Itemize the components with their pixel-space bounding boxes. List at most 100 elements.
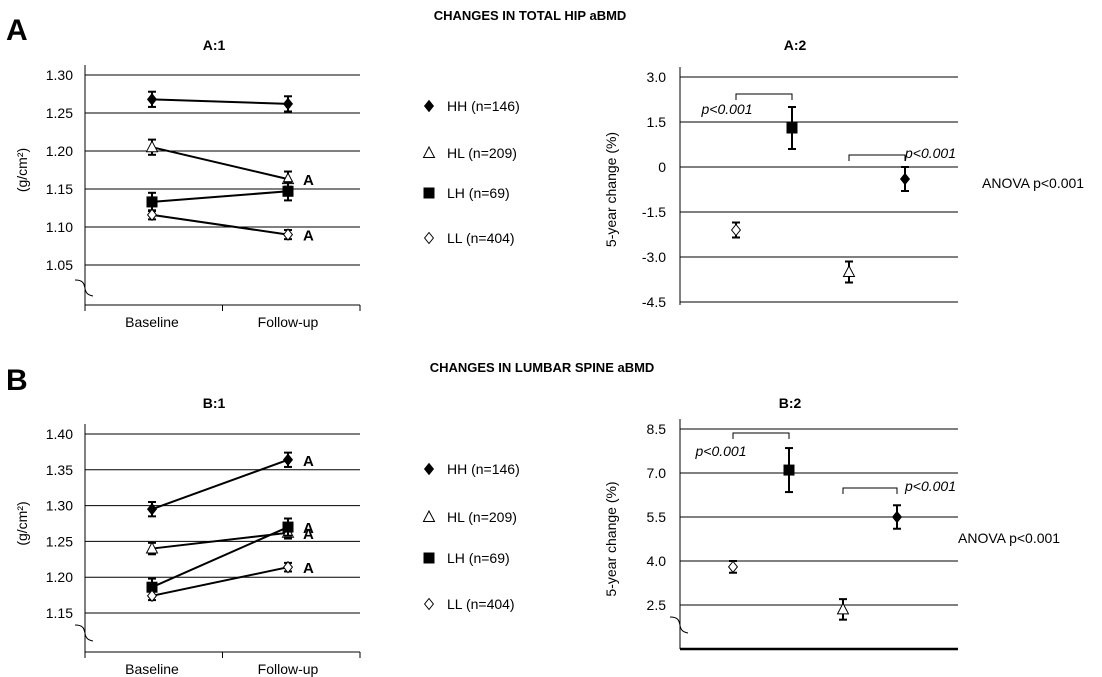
legend-marker xyxy=(423,552,435,564)
y-tick-label: 5.5 xyxy=(647,509,667,525)
series-line xyxy=(151,213,289,236)
data-point xyxy=(727,560,739,574)
data-point xyxy=(282,453,294,467)
legend-marker xyxy=(423,462,435,476)
data-point xyxy=(146,208,158,222)
data-point xyxy=(146,196,158,208)
legend-b: HH (n=146) HL (n=209) LH (n=69) LL (n=404) xyxy=(422,461,520,612)
chart-title-a2: A:2 xyxy=(784,37,807,53)
data-point xyxy=(282,521,294,533)
legend-marker xyxy=(422,145,436,158)
x-tick-label: Follow-up xyxy=(258,314,319,330)
axis-break xyxy=(74,624,94,642)
legend-label: HL (n=209) xyxy=(447,509,517,525)
y-tick-label: 1.20 xyxy=(46,143,73,159)
y-axis-label: 5-year change (%) xyxy=(603,132,619,247)
legend-label: LL (n=404) xyxy=(447,230,515,246)
legend-marker xyxy=(423,99,435,113)
y-tick-label: 1.10 xyxy=(46,219,73,235)
series-line xyxy=(151,98,289,105)
y-tick-label: 1.15 xyxy=(46,605,73,621)
data-point xyxy=(282,97,294,111)
legend-label: LH (n=69) xyxy=(447,550,510,566)
data-point xyxy=(783,464,795,476)
y-tick-label: 2.5 xyxy=(647,597,667,613)
significance-mark: A xyxy=(303,560,314,577)
y-tick-label: -3.0 xyxy=(642,249,666,265)
series-line xyxy=(151,146,289,181)
significance-mark: A xyxy=(303,228,314,245)
data-point xyxy=(282,185,294,197)
chart-title-a1: A:1 xyxy=(203,37,226,53)
y-tick-label: 1.30 xyxy=(46,498,73,514)
y-tick-label: -4.5 xyxy=(642,294,666,310)
significance-mark: A xyxy=(303,526,314,543)
data-point xyxy=(730,223,742,237)
data-point xyxy=(145,140,159,153)
section-title-a: CHANGES IN TOTAL HIP aBMD xyxy=(434,8,627,23)
p-value-label: p<0.001 xyxy=(904,145,956,161)
p-value-label: p<0.001 xyxy=(695,443,747,459)
panel-letter-a: A xyxy=(6,14,28,47)
data-point xyxy=(146,589,158,603)
p-value-label: p<0.001 xyxy=(904,478,956,494)
y-tick-label: 1.20 xyxy=(46,569,73,585)
legend-marker xyxy=(423,231,435,245)
series-line xyxy=(151,190,289,203)
y-tick-label: 1.40 xyxy=(46,426,73,442)
axis-break xyxy=(74,279,94,297)
panel-letter-b: B xyxy=(6,364,28,397)
series-line xyxy=(151,526,289,589)
series-line xyxy=(151,531,289,550)
section-title-b: CHANGES IN LUMBAR SPINE aBMD xyxy=(430,360,655,375)
data-point xyxy=(842,264,856,277)
legend-marker xyxy=(422,509,436,522)
significance-mark: A xyxy=(303,520,314,537)
series-line xyxy=(151,458,289,511)
y-tick-label: 4.0 xyxy=(647,553,667,569)
legend-label: HH (n=146) xyxy=(447,98,520,114)
legend-label: LH (n=69) xyxy=(447,185,510,201)
y-tick-label: 8.5 xyxy=(647,421,667,437)
y-tick-label: 3.0 xyxy=(647,69,667,85)
comparison-bracket xyxy=(848,154,906,161)
legend-label: HL (n=209) xyxy=(447,145,517,161)
y-tick-label: 0 xyxy=(658,159,666,175)
data-point xyxy=(146,93,158,106)
comparison-bracket xyxy=(842,487,898,494)
legend-label: LL (n=404) xyxy=(447,596,515,612)
data-point xyxy=(145,541,159,554)
chart-b1: 1.40 1.35 1.30 1.25 1.20 1.15 Baseline Follow-u… xyxy=(14,424,361,677)
y-tick-label: 1.05 xyxy=(46,257,73,273)
data-point xyxy=(836,602,850,615)
chart-title-b1: B:1 xyxy=(203,395,226,411)
legend-marker xyxy=(423,597,435,611)
anova-label: ANOVA p<0.001 xyxy=(982,175,1084,191)
data-point xyxy=(146,502,158,516)
legend-marker xyxy=(423,187,435,199)
y-tick-label: 1.25 xyxy=(46,105,73,121)
chart-a2: 3.0 1.5 0 -1.5 -3.0 -4.5 5-year change (%) p<0.… xyxy=(603,67,1084,310)
significance-mark: A xyxy=(303,172,314,189)
x-tick-label: Baseline xyxy=(125,661,179,677)
significance-mark: A xyxy=(303,453,314,470)
chart-title-b2: B:2 xyxy=(779,395,802,411)
y-axis-label: (g/cm²) xyxy=(14,148,30,192)
p-value-label: p<0.001 xyxy=(701,101,753,117)
comparison-bracket xyxy=(732,432,790,439)
x-tick-label: Follow-up xyxy=(258,661,319,677)
y-tick-label: 7.0 xyxy=(647,465,667,481)
y-axis-label: (g/cm²) xyxy=(14,501,30,545)
y-tick-label: 1.35 xyxy=(46,462,73,478)
data-point xyxy=(899,172,911,186)
x-tick-label: Baseline xyxy=(125,314,179,330)
y-axis-label: 5-year change (%) xyxy=(603,481,619,596)
y-tick-label: -1.5 xyxy=(642,204,666,220)
data-point xyxy=(891,510,903,524)
chart-a1: 1.30 1.25 1.20 1.15 1.10 1.05 Baseline Follow-u… xyxy=(14,65,361,330)
anova-label: ANOVA p<0.001 xyxy=(958,530,1060,546)
chart-b2: 8.5 7.0 5.5 4.0 2.5 5-year change (%) p<0.001 p… xyxy=(603,419,1060,651)
y-tick-label: 1.30 xyxy=(46,67,73,83)
y-tick-label: 1.15 xyxy=(46,181,73,197)
data-point xyxy=(282,560,294,574)
